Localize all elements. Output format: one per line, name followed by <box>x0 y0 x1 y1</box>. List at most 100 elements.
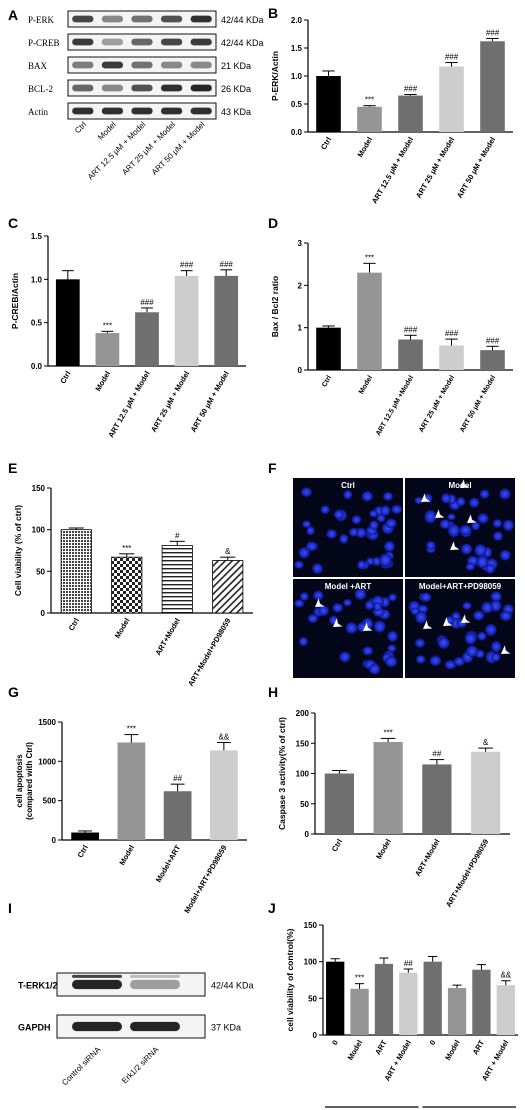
bar <box>422 764 452 834</box>
significance-label: && <box>500 971 511 980</box>
y-tick-label: 50 <box>300 800 309 809</box>
nucleus <box>339 651 351 663</box>
bar <box>439 66 464 132</box>
arrow-marker-icon <box>450 541 460 550</box>
blot-band <box>160 107 183 115</box>
blot-lane-label: Erk1/2 siRNA <box>120 1045 161 1086</box>
arrow-marker-icon <box>461 614 471 623</box>
nucleus <box>387 644 397 653</box>
significance-label: *** <box>127 725 136 734</box>
nucleus <box>453 656 465 667</box>
nucleus <box>429 655 442 666</box>
y-tick-label: 150 <box>304 921 318 930</box>
arrow-marker-icon <box>435 509 445 518</box>
bar <box>55 279 80 366</box>
micrograph-label: Model +ART <box>325 582 372 591</box>
blot-band <box>72 1021 122 1032</box>
y-tick-label: 1500 <box>38 718 56 727</box>
bar <box>212 560 244 614</box>
nucleus <box>464 632 477 645</box>
nucleus <box>492 519 503 528</box>
nucleus <box>461 543 473 555</box>
arrow-marker-icon <box>333 618 343 627</box>
category-label: Ctrl <box>58 370 72 386</box>
blot-band <box>72 15 94 23</box>
nucleus <box>312 563 323 574</box>
category-label: ART 25 μM + Model <box>418 374 456 433</box>
significance-label: ## <box>432 750 441 759</box>
panel-letter-b: B <box>268 5 278 21</box>
blot-kda-label: 42/44 KDa <box>221 15 264 25</box>
bar <box>71 832 99 840</box>
nucleus <box>313 590 324 601</box>
y-axis-label: (compared with Ctrl) <box>25 742 34 820</box>
category-label: Model <box>117 844 136 867</box>
nucleus <box>373 602 382 611</box>
blot-row-label: P-CREB <box>28 38 60 48</box>
nucleus <box>300 592 309 601</box>
nucleus <box>466 645 479 657</box>
blot-row-label: P-ERK <box>28 15 55 25</box>
significance-label: ### <box>140 298 154 307</box>
nucleus <box>441 493 451 504</box>
bar <box>163 791 192 840</box>
y-axis-label: P-ERK/Actin <box>270 51 280 101</box>
nucleus <box>326 529 338 539</box>
category-label: Model <box>346 1039 365 1062</box>
y-tick-label: 0.0 <box>31 362 43 371</box>
significance-label: *** <box>355 974 364 983</box>
nucleus <box>479 489 490 499</box>
bar <box>350 988 369 1035</box>
y-tick-label: 0 <box>52 836 57 845</box>
bar <box>374 963 394 1035</box>
category-label: Model <box>443 1039 462 1062</box>
blot-row-label: T-ERK1/2 <box>18 981 58 991</box>
nucleus <box>306 526 315 536</box>
category-label: ART 12.5 μM +Model <box>375 374 415 437</box>
bar <box>324 773 354 834</box>
category-label: Model <box>94 370 113 393</box>
chart-c: 0.0 0.5 1.0 1.5 P-CREB/Actin Ctrl *** Model ### A… <box>10 232 246 439</box>
category-label: ART+Model <box>153 617 182 657</box>
nucleus <box>339 534 349 544</box>
bar <box>423 961 442 1035</box>
bar <box>447 988 467 1035</box>
nucleus <box>477 513 489 524</box>
nucleus <box>459 524 472 536</box>
nucleus <box>301 487 312 497</box>
y-axis-label: Cell viability (% of ctrl) <box>13 505 23 596</box>
y-tick-label: 50 <box>308 994 317 1003</box>
arrow-marker-icon <box>363 622 373 631</box>
blot-band <box>72 979 122 990</box>
significance-label: *** <box>365 96 374 105</box>
arrow-marker-icon <box>460 479 470 488</box>
panel-letter-j: J <box>268 900 276 916</box>
category-label: ART+Model+PD98059 <box>444 838 490 909</box>
nucleus <box>391 504 403 514</box>
y-tick-label: 0 <box>305 830 310 839</box>
bar <box>373 742 403 834</box>
y-axis-label: Bax / Bcl2 ratio <box>270 276 280 337</box>
bar <box>496 985 515 1035</box>
blot-kda-label: 42/44 KDa <box>221 38 264 48</box>
category-label: ART+Model <box>413 838 442 878</box>
blot-band <box>131 38 153 46</box>
nucleus <box>307 614 319 624</box>
significance-label: ### <box>180 261 194 270</box>
blot-band <box>131 84 153 92</box>
bar <box>60 529 92 614</box>
nucleus <box>294 560 304 569</box>
bar <box>398 95 423 132</box>
y-tick-label: 200 <box>296 709 310 718</box>
nucleus <box>383 541 395 552</box>
nucleus <box>490 591 502 602</box>
blot-band <box>130 1021 180 1032</box>
nucleus <box>499 549 511 561</box>
bar <box>480 41 505 132</box>
nucleus <box>499 488 511 500</box>
y-tick-label: 0.5 <box>291 100 303 109</box>
nucleus <box>502 519 514 532</box>
nucleus <box>474 543 487 557</box>
nucleus <box>320 505 330 515</box>
blot-band <box>160 61 183 69</box>
